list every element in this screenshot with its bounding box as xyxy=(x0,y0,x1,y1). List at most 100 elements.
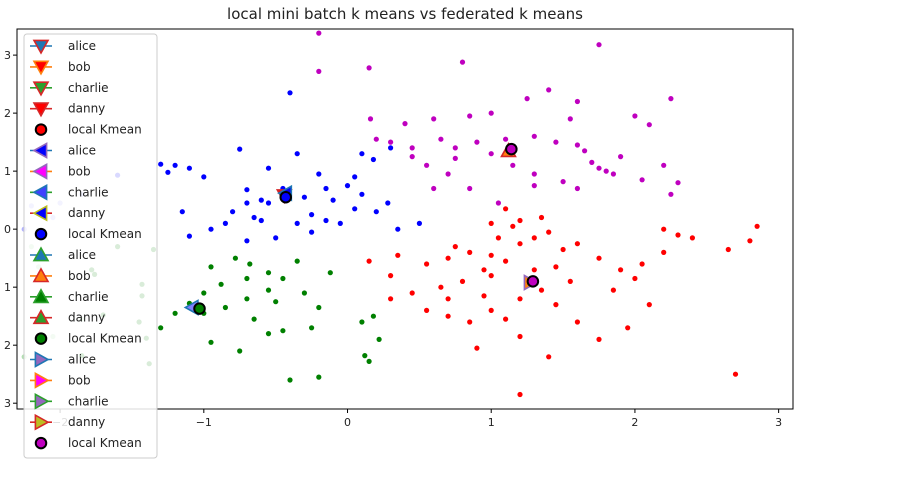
data-point xyxy=(531,183,537,189)
data-point xyxy=(208,264,214,270)
data-point xyxy=(316,68,322,74)
data-point xyxy=(639,261,645,267)
data-point xyxy=(385,200,391,206)
legend: alice bob charlie danny local Kmean alice bob c… xyxy=(23,33,158,459)
data-point xyxy=(294,151,300,157)
legend-marker xyxy=(32,81,50,97)
data-point xyxy=(517,296,523,302)
data-point xyxy=(668,191,674,197)
data-point xyxy=(359,191,365,197)
data-point xyxy=(165,169,171,175)
data-point xyxy=(323,217,329,224)
data-points xyxy=(21,30,760,398)
data-point xyxy=(754,223,760,229)
legend-label: alice xyxy=(68,144,96,158)
data-point xyxy=(258,197,264,203)
data-point xyxy=(330,197,336,203)
data-point xyxy=(445,255,451,261)
x-tick-label: −1 xyxy=(196,416,212,429)
data-point xyxy=(574,319,581,325)
data-point xyxy=(675,232,681,238)
data-point xyxy=(725,246,731,253)
data-point xyxy=(362,353,368,359)
data-point xyxy=(402,121,408,127)
data-point xyxy=(251,214,257,221)
x-tick-label: 1 xyxy=(488,416,495,429)
data-point xyxy=(452,155,458,161)
legend-label: charlie xyxy=(68,290,109,304)
data-point xyxy=(618,154,624,160)
data-point xyxy=(646,302,652,308)
data-point xyxy=(560,246,566,253)
data-point xyxy=(689,235,696,241)
data-point xyxy=(438,284,444,290)
data-point xyxy=(352,206,358,212)
data-point xyxy=(596,255,602,261)
data-point xyxy=(589,159,595,165)
data-point xyxy=(474,139,480,145)
data-point xyxy=(438,136,444,142)
data-point xyxy=(495,235,501,241)
data-point xyxy=(445,296,451,302)
data-point xyxy=(661,249,667,255)
legend-label: danny xyxy=(68,311,105,325)
y-tick-label: 3 xyxy=(4,49,11,62)
data-point xyxy=(625,325,631,331)
data-point xyxy=(309,229,315,235)
cluster-center-marker xyxy=(505,142,518,156)
data-point xyxy=(359,319,365,325)
legend-marker xyxy=(32,309,50,325)
data-point xyxy=(218,281,224,287)
legend-label: local Kmean xyxy=(68,123,142,137)
data-point xyxy=(517,217,523,224)
data-point xyxy=(244,187,250,193)
y-tick-label: 2 xyxy=(4,107,11,120)
data-point xyxy=(395,226,401,232)
legend-label: danny xyxy=(68,415,105,429)
data-point xyxy=(265,331,272,337)
data-point xyxy=(553,139,559,145)
data-point xyxy=(675,180,681,186)
legend-marker xyxy=(32,267,50,283)
data-point xyxy=(517,241,523,247)
data-point xyxy=(316,171,322,177)
data-point xyxy=(352,174,358,180)
data-point xyxy=(316,304,322,311)
data-point xyxy=(172,162,178,168)
data-point xyxy=(366,358,372,364)
data-point xyxy=(280,275,286,282)
data-point xyxy=(265,200,272,206)
data-point xyxy=(596,42,602,48)
data-point xyxy=(610,287,617,293)
data-point xyxy=(373,136,379,142)
data-point xyxy=(301,194,307,200)
data-point xyxy=(495,200,501,206)
data-point xyxy=(546,229,552,235)
data-point xyxy=(359,151,365,157)
data-point xyxy=(237,348,243,354)
data-point xyxy=(388,273,394,279)
data-point xyxy=(344,183,351,189)
legend-marker xyxy=(34,351,50,368)
data-point xyxy=(201,174,207,180)
data-point xyxy=(273,235,279,241)
data-point xyxy=(244,296,250,302)
legend-marker xyxy=(32,60,50,76)
data-point xyxy=(596,165,602,171)
data-point xyxy=(567,278,573,284)
legend-label: charlie xyxy=(68,81,109,95)
data-point xyxy=(610,171,617,177)
data-point xyxy=(201,290,207,296)
data-point xyxy=(265,165,272,171)
data-point xyxy=(158,325,164,331)
legend-marker xyxy=(34,227,48,241)
data-point xyxy=(732,371,739,377)
data-point xyxy=(639,177,645,183)
data-point xyxy=(560,179,566,185)
data-point xyxy=(459,59,466,65)
data-point xyxy=(208,339,214,345)
data-point xyxy=(316,30,322,36)
y-tick-label: 1 xyxy=(4,281,11,294)
data-point xyxy=(618,267,624,273)
data-point xyxy=(488,307,494,313)
